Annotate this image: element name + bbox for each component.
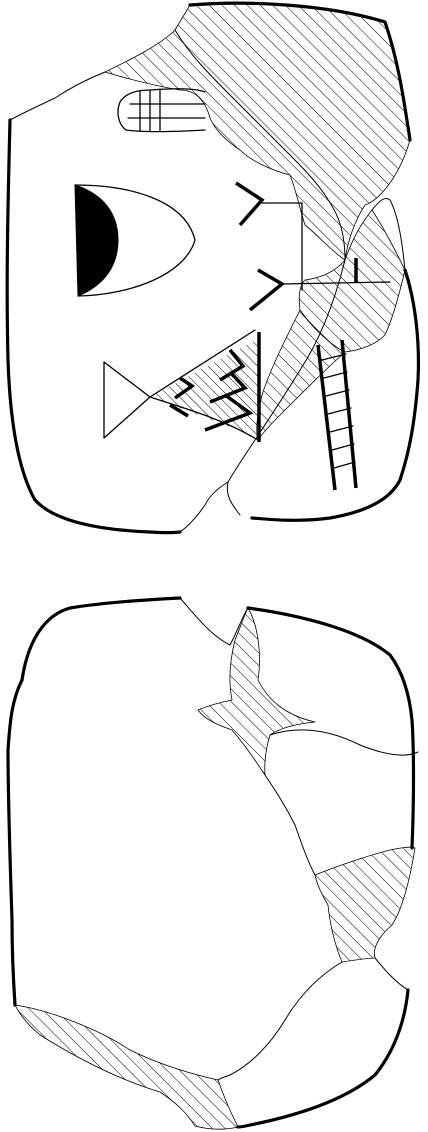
upper-crack-2: [226, 259, 346, 516]
lower-damage-right: [314, 846, 416, 963]
lower-outline-right-bottom: [236, 988, 410, 1129]
sprout-sign-lower: [248, 258, 391, 312]
upper-crack-3: [179, 481, 229, 533]
lower-damage-top: [197, 607, 316, 776]
upper-outline-edge: [371, 197, 406, 271]
upper-crack-1: [174, 29, 346, 261]
upper-damage-right: [298, 209, 406, 353]
upper-outline: [188, 1, 412, 142]
lower-crack-4: [217, 961, 343, 1081]
ladder-sign: [316, 339, 358, 491]
lower-crack-2: [269, 729, 419, 756]
lower-outline-top: [20, 596, 182, 682]
lower-outline-left: [6, 678, 24, 1007]
fish-sign: [103, 329, 261, 442]
hand-sign: [117, 88, 206, 133]
sprout-sign-upper: [235, 181, 303, 291]
upper-outline-right: [250, 268, 421, 522]
lower-outline-right-top: [246, 606, 416, 850]
eye-sign: [74, 184, 196, 297]
upper-fragment: [5, 1, 421, 535]
lower-crack-3: [264, 774, 316, 876]
upper-crack-4: [9, 71, 106, 121]
lower-damage-bottom-left: [14, 1004, 239, 1130]
lower-fragment: [6, 596, 419, 1130]
lower-crack-5: [374, 957, 409, 991]
lower-crack-1: [179, 597, 249, 646]
upper-outline-left: [5, 118, 182, 535]
